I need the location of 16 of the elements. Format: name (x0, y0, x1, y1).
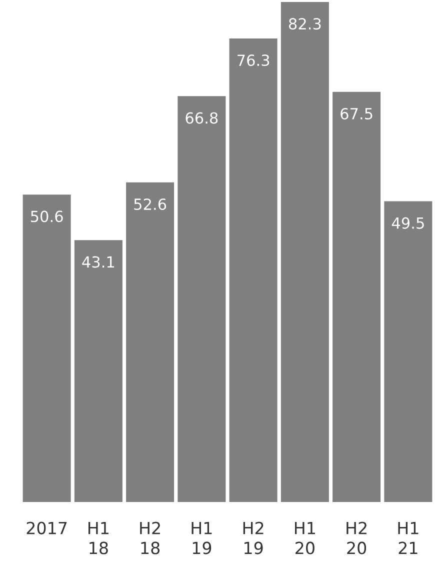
x-tick-label: H2 19 (243, 522, 264, 554)
x-tick-label: H1 20 (295, 522, 315, 554)
x-tick-label: H2 20 (346, 522, 366, 554)
data-label: 66.8 (186, 112, 218, 124)
data-label: 67.5 (340, 108, 372, 120)
x-tick-label: H1 19 (192, 522, 212, 554)
x-tick-label: 2017 (26, 522, 67, 534)
data-label: 52.6 (134, 198, 166, 210)
data-label: 49.5 (392, 217, 424, 229)
x-tick-label: H2 18 (140, 522, 160, 554)
x-tick-label: H1 18 (88, 522, 108, 554)
data-label: 76.3 (238, 54, 270, 66)
data-label: 50.6 (30, 210, 63, 222)
data-label: 43.1 (82, 256, 114, 268)
x-tick-label: H1 21 (398, 522, 418, 554)
data-label: 82.3 (288, 18, 321, 30)
